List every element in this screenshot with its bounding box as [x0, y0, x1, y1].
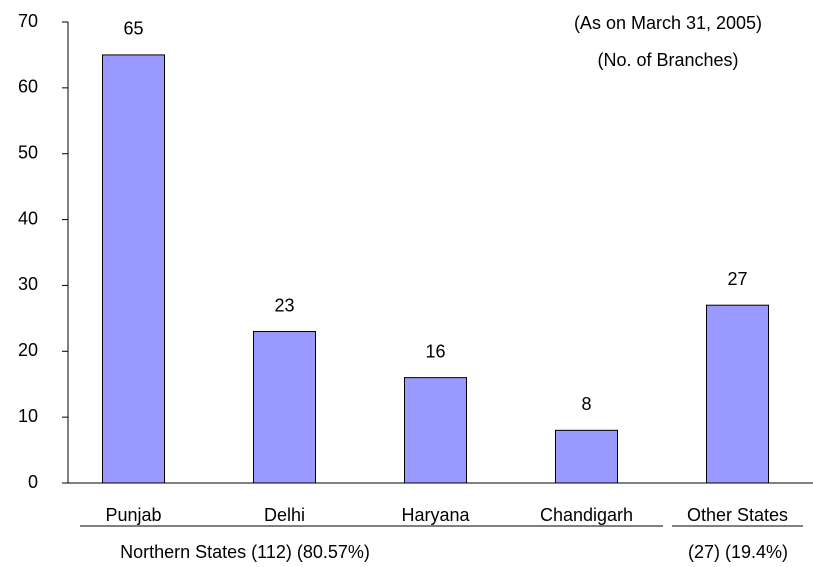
x-tick-label: Other States [687, 505, 788, 525]
annotation: (No. of Branches) [597, 50, 738, 70]
bar [102, 54, 165, 484]
y-tick-label: 50 [18, 142, 38, 162]
x-tick-label: Chandigarh [540, 505, 633, 525]
data-label: 65 [123, 19, 143, 39]
bar [404, 377, 467, 484]
y-tick-label: 70 [18, 11, 38, 31]
y-tick-label: 60 [18, 77, 38, 97]
data-label: 27 [727, 269, 747, 289]
y-tick-label: 20 [18, 340, 38, 360]
data-label: 8 [581, 394, 591, 414]
data-label: 23 [274, 295, 294, 315]
data-label: 16 [425, 341, 445, 361]
bar [555, 429, 618, 484]
annotation: (As on March 31, 2005) [574, 13, 762, 33]
bar [706, 304, 769, 484]
y-tick-label: 10 [18, 406, 38, 426]
x-tick-label: Haryana [401, 505, 470, 525]
x-tick-label: Punjab [105, 505, 161, 525]
group-label: Northern States (112) (80.57%) [120, 542, 370, 562]
group-label: (27) (19.4%) [688, 542, 788, 562]
y-tick-label: 30 [18, 274, 38, 294]
y-tick-label: 0 [28, 472, 38, 492]
bar [253, 331, 316, 484]
y-tick-label: 40 [18, 208, 38, 228]
x-tick-label: Delhi [264, 505, 305, 525]
